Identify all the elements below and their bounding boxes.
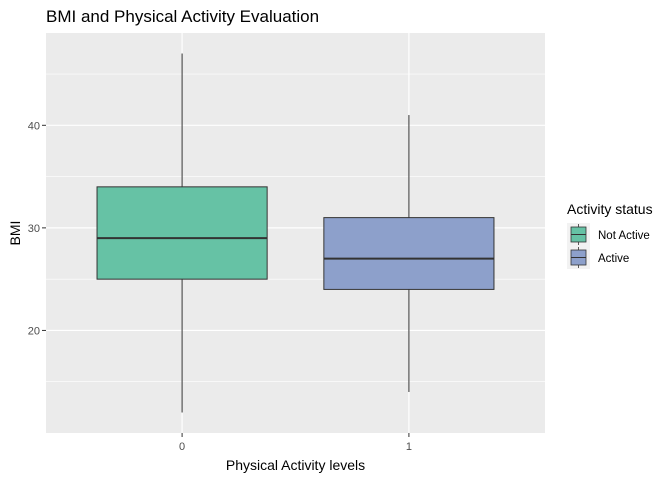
iqr-box — [323, 217, 495, 290]
legend-title: Activity status — [567, 201, 653, 217]
y-tick-label: 20 — [28, 325, 40, 337]
y-tick-label: 30 — [28, 223, 40, 235]
legend-label: Active — [598, 253, 629, 265]
legend-label: Not Active — [598, 230, 650, 242]
iqr-box — [96, 186, 268, 280]
box-0 — [96, 53, 268, 413]
box-layer — [96, 53, 495, 413]
legend-entry: Active — [567, 246, 629, 269]
box-1 — [323, 115, 495, 392]
legend: Activity status Not Active Active — [567, 201, 653, 269]
y-axis-title: BMI — [7, 221, 23, 246]
x-tick-label: 0 — [179, 441, 185, 453]
x-axis-title: Physical Activity levels — [226, 457, 365, 473]
x-tick-label: 1 — [406, 441, 412, 453]
y-axis-ticks: 20 30 40 — [28, 120, 46, 337]
chart-title: BMI and Physical Activity Evaluation — [46, 7, 319, 26]
y-tick-label: 40 — [28, 120, 40, 132]
legend-entry: Not Active — [567, 223, 650, 246]
